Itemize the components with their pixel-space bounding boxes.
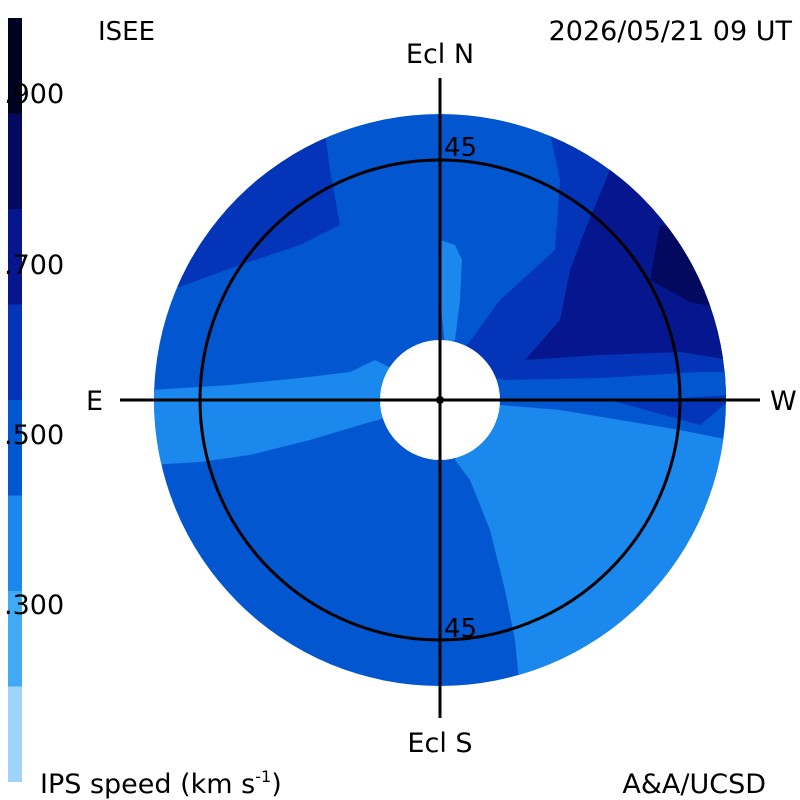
colorbar-tick-500: .500	[4, 420, 64, 451]
footer-unit-close: )	[271, 769, 282, 800]
ring-label-bottom: 45	[444, 614, 477, 644]
region-east-light-band	[154, 360, 395, 465]
footer-unit-label: IPS speed (km s-1)	[40, 767, 282, 800]
region-west-near-equator	[500, 372, 726, 402]
colorbar-segment-5	[8, 209, 22, 305]
colorbar-tick-700: .700	[4, 250, 64, 281]
axis-label-north: Ecl N	[406, 39, 474, 70]
colorbar-segment-1	[8, 591, 22, 687]
axis-label-west: W	[770, 386, 797, 417]
footer-unit-sup: -1	[255, 767, 271, 786]
colorbar-tick-300: .300	[4, 590, 64, 621]
colorbar-tick-900: .900	[4, 79, 64, 110]
colorbar-segment-2	[8, 495, 22, 591]
header-timestamp: 2026/05/21 09 UT	[549, 16, 793, 47]
axis-label-south: Ecl S	[407, 728, 472, 759]
colorbar-segment-4	[8, 304, 22, 400]
region-north-streak	[440, 240, 462, 345]
footer-credit: A&A/UCSD	[622, 769, 766, 800]
colorbar-segment-3	[8, 400, 22, 496]
center-dot	[436, 396, 444, 404]
header-left-label: ISEE	[98, 17, 155, 47]
ring-label-top: 45	[444, 133, 477, 163]
footer-unit-main: IPS speed (km s	[40, 769, 255, 800]
colorbar-segment-6	[8, 113, 22, 209]
colorbar-segment-7	[8, 18, 22, 114]
colorbar-segment-0	[8, 686, 22, 782]
axis-label-east: E	[86, 386, 103, 417]
colorbar	[8, 18, 22, 782]
colorbar-ticks: .900 .700 .500 .300	[4, 79, 64, 621]
